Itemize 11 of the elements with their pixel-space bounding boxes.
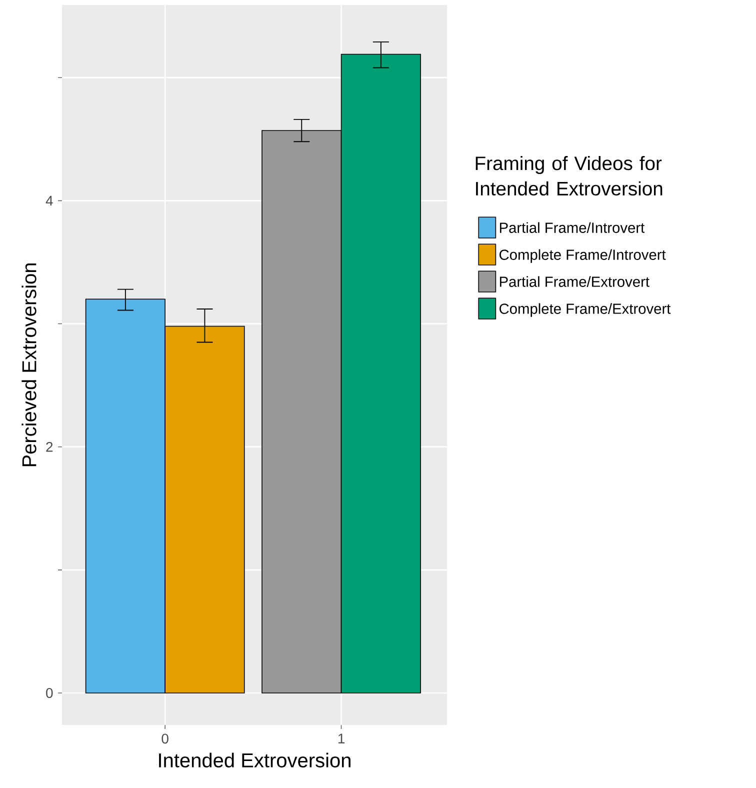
- legend-label: Partial Frame/Extrovert: [500, 276, 650, 287]
- y-axis-title: Percieved Extroversion: [22, 264, 36, 466]
- y-tick-label: 2: [46, 442, 53, 452]
- y-tick-label: 4: [46, 196, 53, 206]
- legend-label: Complete Frame/Extrovert: [500, 303, 671, 317]
- y-tick-label: 0: [46, 688, 53, 698]
- x-axis-title: Intended Extroversion: [159, 752, 350, 768]
- x-tick-label: 1: [338, 734, 344, 744]
- legend-label: Complete Frame/Introvert: [500, 249, 666, 263]
- legend-label: Partial Frame/Introvert: [500, 222, 645, 233]
- legend-title: Framing of Videos for Intended Extroversion: [476, 156, 662, 196]
